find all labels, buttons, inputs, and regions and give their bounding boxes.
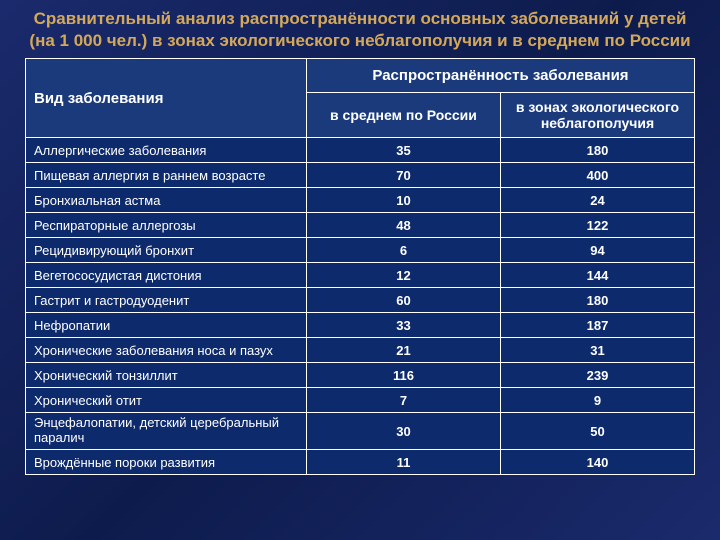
prevalence-table: Вид заболевания Распространённость забол… (25, 58, 695, 475)
table-row: Аллергические заболевания 35 180 (26, 138, 695, 163)
cell-avg: 35 (306, 138, 500, 163)
cell-zone: 122 (500, 213, 694, 238)
cell-zone: 94 (500, 238, 694, 263)
cell-zone: 239 (500, 363, 694, 388)
table-row: Пищевая аллергия в раннем возрасте 70 40… (26, 163, 695, 188)
table-row: Хронические заболевания носа и пазух 21 … (26, 338, 695, 363)
cell-disease: Рецидивирующий бронхит (26, 238, 307, 263)
cell-disease: Аллергические заболевания (26, 138, 307, 163)
cell-disease: Бронхиальная астма (26, 188, 307, 213)
cell-zone: 180 (500, 288, 694, 313)
cell-zone: 187 (500, 313, 694, 338)
cell-avg: 7 (306, 388, 500, 413)
subheader-eco-zone: в зонах экологического неблагополучия (500, 93, 694, 138)
table-row: Хронический тонзиллит 116 239 (26, 363, 695, 388)
table-row: Вегетососудистая дистония 12 144 (26, 263, 695, 288)
table-body: Аллергические заболевания 35 180 Пищевая… (26, 138, 695, 475)
cell-avg: 12 (306, 263, 500, 288)
header-prevalence: Распространённость заболевания (306, 59, 694, 93)
cell-zone: 9 (500, 388, 694, 413)
cell-disease: Хронические заболевания носа и пазух (26, 338, 307, 363)
cell-avg: 30 (306, 413, 500, 450)
cell-avg: 10 (306, 188, 500, 213)
cell-disease: Пищевая аллергия в раннем возрасте (26, 163, 307, 188)
table-container: Вид заболевания Распространённость забол… (0, 58, 720, 475)
cell-avg: 48 (306, 213, 500, 238)
cell-avg: 70 (306, 163, 500, 188)
cell-disease: Нефропатии (26, 313, 307, 338)
cell-disease: Энцефалопатии, детский церебральный пара… (26, 413, 307, 450)
cell-disease: Хронический тонзиллит (26, 363, 307, 388)
table-row: Бронхиальная астма 10 24 (26, 188, 695, 213)
table-row: Респираторные аллергозы 48 122 (26, 213, 695, 238)
table-row: Рецидивирующий бронхит 6 94 (26, 238, 695, 263)
cell-avg: 33 (306, 313, 500, 338)
cell-zone: 31 (500, 338, 694, 363)
cell-zone: 50 (500, 413, 694, 450)
cell-zone: 180 (500, 138, 694, 163)
cell-avg: 116 (306, 363, 500, 388)
cell-zone: 400 (500, 163, 694, 188)
cell-zone: 24 (500, 188, 694, 213)
table-row: Хронический отит 7 9 (26, 388, 695, 413)
cell-avg: 60 (306, 288, 500, 313)
cell-zone: 140 (500, 450, 694, 475)
cell-zone: 144 (500, 263, 694, 288)
cell-avg: 11 (306, 450, 500, 475)
subheader-avg-russia: в среднем по России (306, 93, 500, 138)
cell-avg: 21 (306, 338, 500, 363)
cell-disease: Вегетососудистая дистония (26, 263, 307, 288)
table-row: Нефропатии 33 187 (26, 313, 695, 338)
cell-disease: Респираторные аллергозы (26, 213, 307, 238)
cell-avg: 6 (306, 238, 500, 263)
cell-disease: Хронический отит (26, 388, 307, 413)
table-row: Врождённые пороки развития 11 140 (26, 450, 695, 475)
cell-disease: Врождённые пороки развития (26, 450, 307, 475)
table-row: Энцефалопатии, детский церебральный пара… (26, 413, 695, 450)
cell-disease: Гастрит и гастродуоденит (26, 288, 307, 313)
table-row: Гастрит и гастродуоденит 60 180 (26, 288, 695, 313)
slide-title: Сравнительный анализ распространённости … (0, 0, 720, 58)
header-disease-type: Вид заболевания (26, 59, 307, 138)
